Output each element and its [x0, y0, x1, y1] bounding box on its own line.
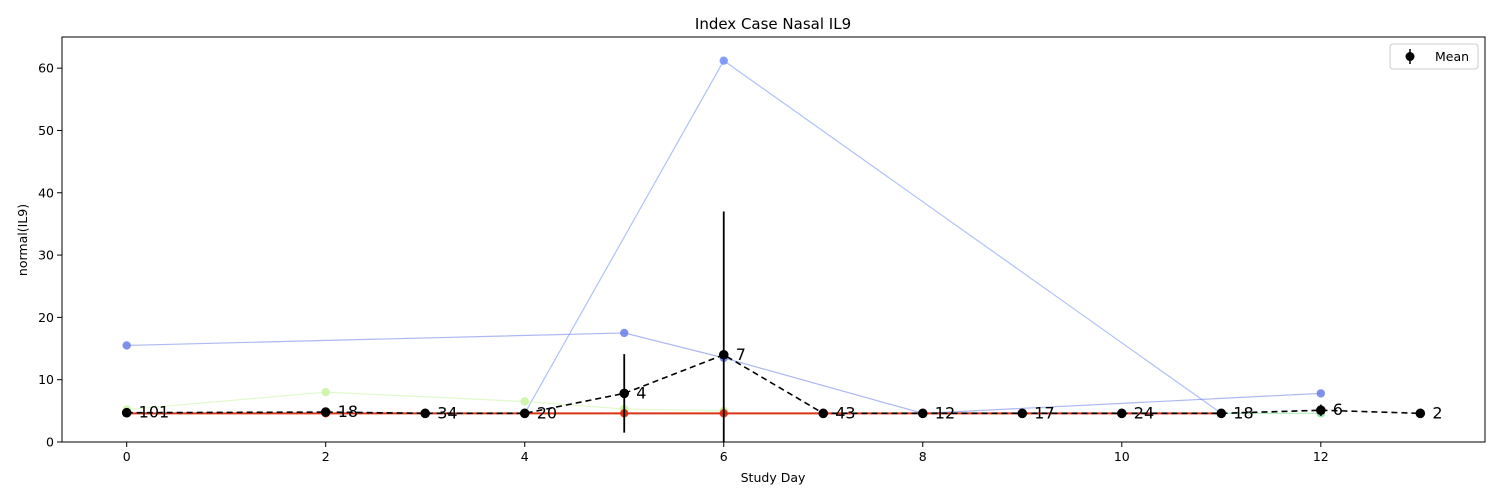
sample-count-label: 4 — [636, 383, 646, 402]
individual-point — [719, 56, 728, 65]
mean-point — [1116, 408, 1127, 419]
sample-count-label: 18 — [338, 402, 358, 421]
mean-point — [818, 408, 829, 419]
mean-point — [420, 408, 431, 419]
x-axis-label: Study Day — [741, 470, 806, 485]
y-tick-label: 40 — [38, 185, 54, 200]
mean-point — [1316, 405, 1326, 416]
x-tick-label: 2 — [322, 449, 330, 464]
sample-count-label: 7 — [736, 345, 746, 364]
sample-count-label: 34 — [437, 403, 457, 422]
sample-count-label: 6 — [1333, 400, 1343, 419]
x-tick-label: 4 — [521, 449, 529, 464]
x-tick-label: 8 — [919, 449, 927, 464]
individual-point — [520, 397, 529, 406]
plot-frame — [61, 36, 1486, 443]
mean-series-line — [126, 353, 1421, 415]
x-tick-label: 10 — [1114, 449, 1130, 464]
mean-point — [320, 407, 331, 417]
sample-count-label: 17 — [1034, 403, 1054, 422]
mean-point — [1017, 408, 1028, 419]
individual-point — [321, 387, 330, 397]
x-tick-label: 6 — [720, 449, 728, 464]
x-tick-label: 12 — [1313, 449, 1329, 464]
legend-mean-label: Mean — [1435, 49, 1469, 64]
individual-point — [620, 328, 629, 338]
sample-count-label: 43 — [835, 403, 855, 422]
individual-point — [1316, 389, 1326, 398]
sample-count-label: 12 — [935, 403, 955, 422]
plot-area: 101 18 34 20 4 7 43 12 17 24 18 6 2 — [121, 56, 1443, 442]
mean-point — [619, 388, 630, 399]
mean-point — [917, 408, 928, 419]
individual-point — [122, 341, 131, 350]
individual-series-line — [126, 391, 724, 412]
sample-count-label: 101 — [139, 403, 170, 422]
legend-box — [1389, 43, 1479, 70]
mean-point — [1415, 408, 1426, 419]
x-tick-label: 0 — [123, 449, 131, 464]
mean-point — [1216, 408, 1227, 419]
y-tick-label: 0 — [46, 435, 54, 450]
legend: Mean — [1389, 43, 1479, 70]
y-tick-label: 20 — [38, 310, 54, 325]
y-tick-label: 60 — [38, 61, 54, 76]
mean-point — [121, 407, 132, 418]
y-tick-label: 30 — [38, 248, 54, 263]
mean-point — [718, 349, 729, 360]
y-axis: 0 10 20 30 40 50 60 — [38, 61, 62, 450]
legend-mean-marker — [1405, 52, 1415, 61]
y-tick-label: 50 — [38, 123, 54, 138]
sample-count-label: 20 — [537, 403, 557, 422]
y-tick-label: 10 — [38, 372, 54, 387]
sample-count-label: 2 — [1432, 403, 1442, 422]
individual-series-line — [524, 59, 1222, 414]
sample-count-label: 24 — [1134, 403, 1154, 422]
sample-count-label: 18 — [1233, 403, 1253, 422]
y-axis-label: normal(IL9) — [15, 204, 30, 276]
mean-point — [519, 408, 530, 419]
x-axis: 0 2 4 6 8 10 12 — [123, 442, 1329, 464]
chart-title: Index Case Nasal IL9 — [695, 15, 851, 33]
